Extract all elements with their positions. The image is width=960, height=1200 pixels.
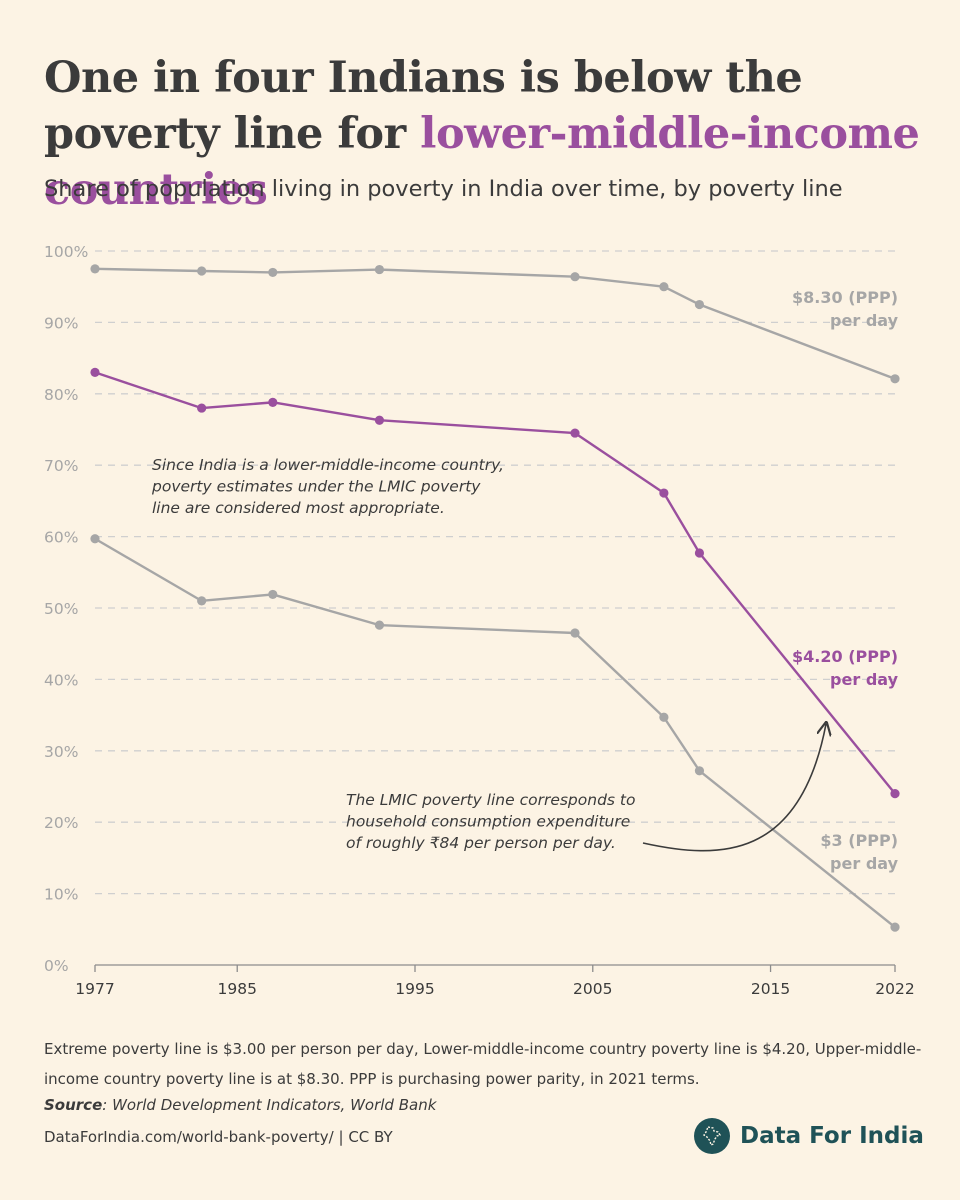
data-point (694, 766, 705, 776)
series-labels: $8.30 (PPP) per day $4.20 (PPP) per day $3 (… (792, 288, 899, 873)
data-point (659, 488, 669, 498)
series-line (94, 537, 896, 929)
y-tick-label: 30% (44, 743, 78, 761)
data-point (197, 266, 207, 276)
y-tick-label: 60% (44, 529, 78, 547)
data-point (694, 548, 705, 558)
brand-logo-block[interactable]: Data For India (694, 1117, 924, 1155)
brand-name: Data For India (740, 1123, 924, 1149)
page-title: One in four Indians is below the poverty… (44, 50, 924, 218)
data-point (197, 403, 207, 413)
source-label: Source (44, 1096, 103, 1114)
y-tick-label: 50% (44, 600, 78, 618)
data-point (374, 264, 385, 275)
india-map-icon (694, 1118, 730, 1154)
poverty-line-chart: 0% 10% 20% 30% 40% 50% 60% 70% 80% 90% 100% 1977 198… (44, 243, 915, 998)
x-tick-label: 1995 (395, 980, 434, 998)
data-point (90, 264, 100, 274)
data-point (890, 789, 900, 799)
data-point (659, 282, 669, 292)
source-line: Source: World Development Indicators, Wo… (44, 1096, 436, 1114)
title-main: One in four Indians is below the poverty… (44, 53, 803, 159)
source-url[interactable]: DataForIndia.com/world-bank-poverty/ | C… (44, 1128, 393, 1146)
data-point (268, 397, 278, 407)
y-tick-label: 10% (44, 886, 78, 904)
y-tick-label: 70% (44, 457, 78, 475)
series-label: $3 (PPP) per day (820, 831, 898, 873)
data-point (659, 712, 669, 722)
x-tick-label: 2005 (573, 980, 612, 998)
y-tick-label: 20% (44, 814, 78, 832)
data-point (890, 374, 900, 384)
annotations: Since India is a lower-middle-income cou… (151, 456, 826, 852)
data-point (90, 367, 100, 377)
title-highlight: lower-middle-income countries (44, 109, 920, 215)
data-point (570, 428, 580, 438)
grid (95, 250, 895, 895)
data-point (890, 922, 900, 932)
data-point (374, 620, 385, 630)
data-point (90, 534, 100, 544)
data-point (570, 272, 580, 282)
data-point (570, 628, 580, 638)
data-point (374, 415, 385, 425)
y-tick-label: 40% (44, 671, 78, 689)
annotation-text: The LMIC poverty line corresponds to hous… (346, 791, 635, 852)
series-line (94, 371, 896, 795)
annotation-text: Since India is a lower-middle-income cou… (151, 456, 504, 517)
data-point (268, 267, 278, 278)
data-point (197, 596, 207, 606)
series-label: $8.30 (PPP) per day (792, 288, 899, 330)
source-text: : World Development Indicators, World Ba… (102, 1096, 437, 1114)
y-tick-label: 0% (44, 957, 69, 975)
x-tick-label: 1977 (75, 980, 114, 998)
y-tick-label: 80% (44, 386, 78, 404)
x-tick-label: 2015 (751, 980, 790, 998)
y-tick-label: 90% (44, 314, 78, 332)
series-line (94, 267, 896, 380)
footnote: Extreme poverty line is $3.00 per person… (44, 1040, 922, 1088)
axes: 0% 10% 20% 30% 40% 50% 60% 70% 80% 90% 100% 1977 198… (44, 243, 915, 998)
data-point (268, 589, 278, 600)
annotation-arrow (642, 724, 826, 852)
series-label: $4.20 (PPP) per day (792, 647, 899, 689)
y-tick-label: 100% (44, 243, 88, 261)
series (90, 264, 900, 932)
data-point (694, 299, 705, 310)
x-tick-label: 2022 (875, 980, 914, 998)
x-tick-label: 1985 (217, 980, 256, 998)
page-subtitle: Share of population living in poverty in… (44, 176, 843, 202)
